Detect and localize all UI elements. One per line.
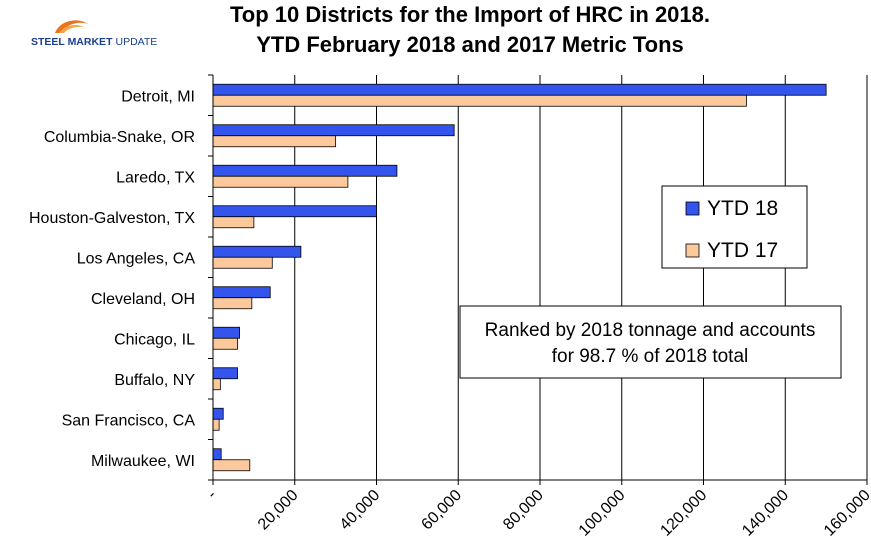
chart-title: Top 10 Districts for the Import of HRC i… (230, 2, 710, 27)
category-label: Los Angeles, CA (77, 250, 196, 267)
x-tick-label: 80,000 (500, 487, 547, 534)
logo-brand-light: UPDATE (115, 36, 157, 48)
logo-brand-bold: STEEL MARKET (31, 36, 113, 48)
bar-ytd-18-san-francisco-ca (212, 407, 224, 420)
bar-ytd-18-laredo-tx (212, 164, 398, 177)
logo-text: STEEL MARKET UPDATE (31, 36, 157, 48)
category-label: Chicago, IL (114, 331, 195, 348)
category-label: Cleveland, OH (91, 291, 195, 308)
category-label: San Francisco, CA (62, 412, 196, 429)
x-tick-label: 20,000 (255, 487, 302, 534)
chart-subtitle: YTD February 2018 and 2017 Metric Tons (256, 32, 684, 57)
x-tick-label: 100,000 (576, 487, 629, 540)
gridlines (294, 75, 868, 480)
x-tick-label: - (204, 487, 220, 503)
category-label: Detroit, MI (121, 88, 195, 105)
bar-ytd-17-columbia-snake-or (212, 135, 337, 148)
logo: STEEL MARKET UPDATE (31, 20, 157, 48)
bar-ytd-18-cleveland-oh (212, 286, 271, 299)
y-tick-marks (208, 74, 213, 481)
annotation-line1: Ranked by 2018 tonnage and accounts (485, 320, 816, 341)
bar-ytd-17-san-francisco-ca (212, 418, 220, 431)
x-tick-label: 60,000 (418, 487, 465, 534)
bar-ytd-17-los-angeles-ca (212, 256, 273, 269)
bar-ytd-18-houston-galveston-tx (212, 205, 377, 218)
bar-ytd-18-milwaukee-wi (212, 448, 222, 461)
x-tick-label: 140,000 (739, 487, 792, 540)
category-label: Milwaukee, WI (91, 453, 195, 470)
bar-ytd-17-milwaukee-wi (212, 459, 251, 472)
bar-ytd-18-los-angeles-ca (212, 245, 302, 258)
x-tick-label: 40,000 (337, 487, 384, 534)
bar-ytd-17-chicago-il (212, 337, 238, 350)
annotation-box (459, 305, 842, 379)
category-label: Buffalo, NY (114, 372, 195, 389)
logo-swoosh-icon (55, 20, 88, 33)
bar-ytd-18-detroit-mi (212, 83, 827, 96)
x-tick-label: 160,000 (821, 487, 871, 540)
category-label: Laredo, TX (116, 169, 195, 186)
bar-ytd-18-columbia-snake-or (212, 124, 455, 137)
category-label: Houston-Galveston, TX (29, 210, 195, 227)
x-tick-labels: - 20,000 40,000 60,000 80,000 100,000 120,000 1… (204, 487, 871, 540)
bar-ytd-18-buffalo-ny (212, 367, 238, 380)
bar-ytd-17-buffalo-ny (212, 378, 221, 391)
category-label: Columbia-Snake, OR (44, 129, 195, 146)
legend: YTD 18 YTD 17 (661, 185, 808, 269)
bars (212, 83, 827, 472)
x-tick-label: 120,000 (657, 487, 710, 540)
legend-label-ytd17: YTD 17 (707, 239, 778, 262)
legend-swatch-ytd17 (685, 243, 700, 258)
category-labels: Detroit, MI Columbia-Snake, OR Laredo, TX H… (29, 88, 195, 470)
bar-ytd-17-detroit-mi (212, 94, 747, 107)
legend-swatch-ytd18 (685, 201, 700, 216)
annotation: Ranked by 2018 tonnage and accounts for … (459, 305, 842, 379)
bar-ytd-17-houston-galveston-tx (212, 216, 255, 229)
bar-ytd-18-chicago-il (212, 326, 240, 339)
annotation-line2: for 98.7 % of 2018 total (552, 346, 748, 367)
legend-label-ytd18: YTD 18 (707, 197, 778, 220)
x-tick-marks (212, 480, 868, 485)
bar-ytd-17-laredo-tx (212, 175, 349, 188)
bar-ytd-17-cleveland-oh (212, 297, 253, 310)
